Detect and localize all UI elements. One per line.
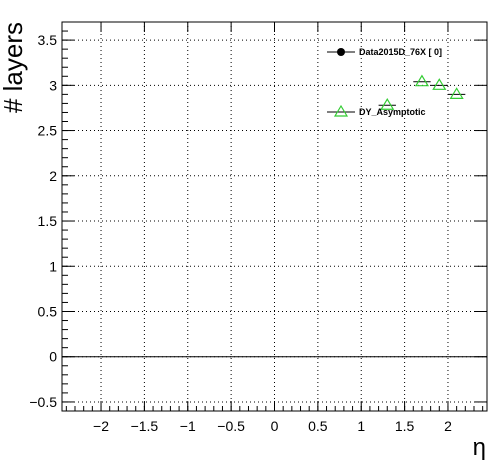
x-tick-label: −1.5 <box>131 418 159 434</box>
y-axis-title: # layers <box>0 22 28 113</box>
x-tick-label: 2 <box>444 418 452 434</box>
y-tick-label: 1 <box>49 258 57 274</box>
x-tick-label: −2 <box>93 418 109 434</box>
series <box>378 74 466 110</box>
legend: Data2015D_76X [ 0] DY_Asymptotic <box>327 47 442 117</box>
x-tick-labels: −2 −1.5 −1 −0.5 0 0.5 1 1.5 2 <box>93 418 452 434</box>
y-tick-label: 0.5 <box>38 303 58 319</box>
y-tick-label: 3 <box>49 77 57 93</box>
x-tick-label: 1.5 <box>395 418 415 434</box>
y-tick-label: 3.5 <box>38 32 58 48</box>
x-tick-label: 0.5 <box>308 418 328 434</box>
x-tick-label: −0.5 <box>217 418 245 434</box>
legend-label-0: Data2015D_76X [ 0] <box>359 47 442 57</box>
axis-ticks <box>62 22 487 412</box>
y-tick-label: −0.5 <box>29 394 57 410</box>
x-tick-label: 0 <box>271 418 279 434</box>
data-point-triangle <box>449 87 464 99</box>
x-tick-label: −1 <box>180 418 196 434</box>
legend-label-1: DY_Asymptotic <box>359 107 426 117</box>
data-point-triangle <box>380 98 395 110</box>
y-tick-labels: −0.5 0 0.5 1 1.5 2 2.5 3 3.5 <box>29 32 57 410</box>
y-tick-label: 2 <box>49 168 57 184</box>
y-tick-label: 1.5 <box>38 213 58 229</box>
y-tick-label: 0 <box>49 349 57 365</box>
data-point-triangle <box>432 78 447 90</box>
legend-marker-triangle <box>333 104 349 117</box>
x-axis-title: η <box>473 434 486 461</box>
x-tick-label: 1 <box>357 418 365 434</box>
legend-marker-circle <box>337 48 345 56</box>
data-point-triangle <box>414 74 430 87</box>
y-tick-label: 2.5 <box>38 123 58 139</box>
